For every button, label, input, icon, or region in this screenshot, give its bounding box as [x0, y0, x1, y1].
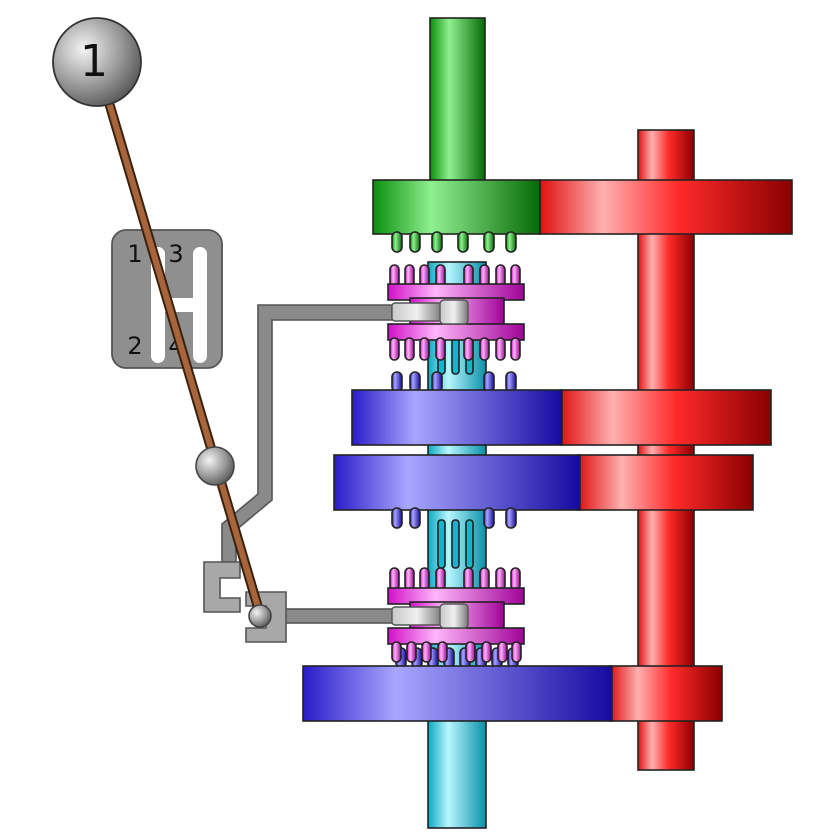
gear-lever[interactable]: 1	[52, 17, 272, 628]
gear-label-1: 1	[127, 240, 142, 268]
gear-3-dog-teeth-bottom	[391, 507, 517, 529]
shift-fork-lower-bar	[391, 606, 443, 626]
shift-fork-lower-pad	[439, 603, 469, 629]
synchro-upper-teeth-top	[389, 264, 521, 288]
output-gear-bottom	[302, 665, 613, 722]
shift-fork-upper-pad	[439, 299, 469, 325]
shift-rod-lower	[283, 608, 395, 624]
shift-knob[interactable]	[52, 17, 142, 107]
countershaft-gear-2	[559, 389, 772, 446]
gear-lever-stick-fill	[107, 103, 263, 617]
output-gear-2	[351, 389, 563, 446]
output-gears	[302, 371, 613, 722]
countershaft-gear-top	[539, 179, 793, 235]
shift-fork-upper-guide	[203, 561, 241, 613]
lever-end-ball	[248, 604, 272, 628]
gear-label-3: 3	[168, 240, 183, 268]
synchro-collar-upper	[387, 264, 525, 361]
input-shaft	[372, 17, 541, 253]
input-dog-teeth	[391, 231, 517, 253]
countershaft-shaft	[637, 129, 695, 771]
shift-knob-gear-number: 1	[80, 36, 108, 87]
shift-linkage-upper	[203, 299, 469, 613]
countershaft-gear-3	[577, 454, 754, 511]
countershaft	[539, 129, 793, 771]
input-shaft-body	[429, 17, 486, 184]
lever-pivot-ball	[195, 446, 235, 486]
input-gear	[372, 179, 541, 235]
countershaft-gear-bottom	[609, 665, 723, 722]
output-gear-3	[333, 454, 581, 511]
synchro-lower-teeth-bottom	[391, 641, 522, 663]
synchro-upper-teeth-bottom	[389, 337, 521, 361]
gear-label-2: 2	[127, 332, 142, 360]
shift-fork-upper-bar	[391, 302, 443, 322]
